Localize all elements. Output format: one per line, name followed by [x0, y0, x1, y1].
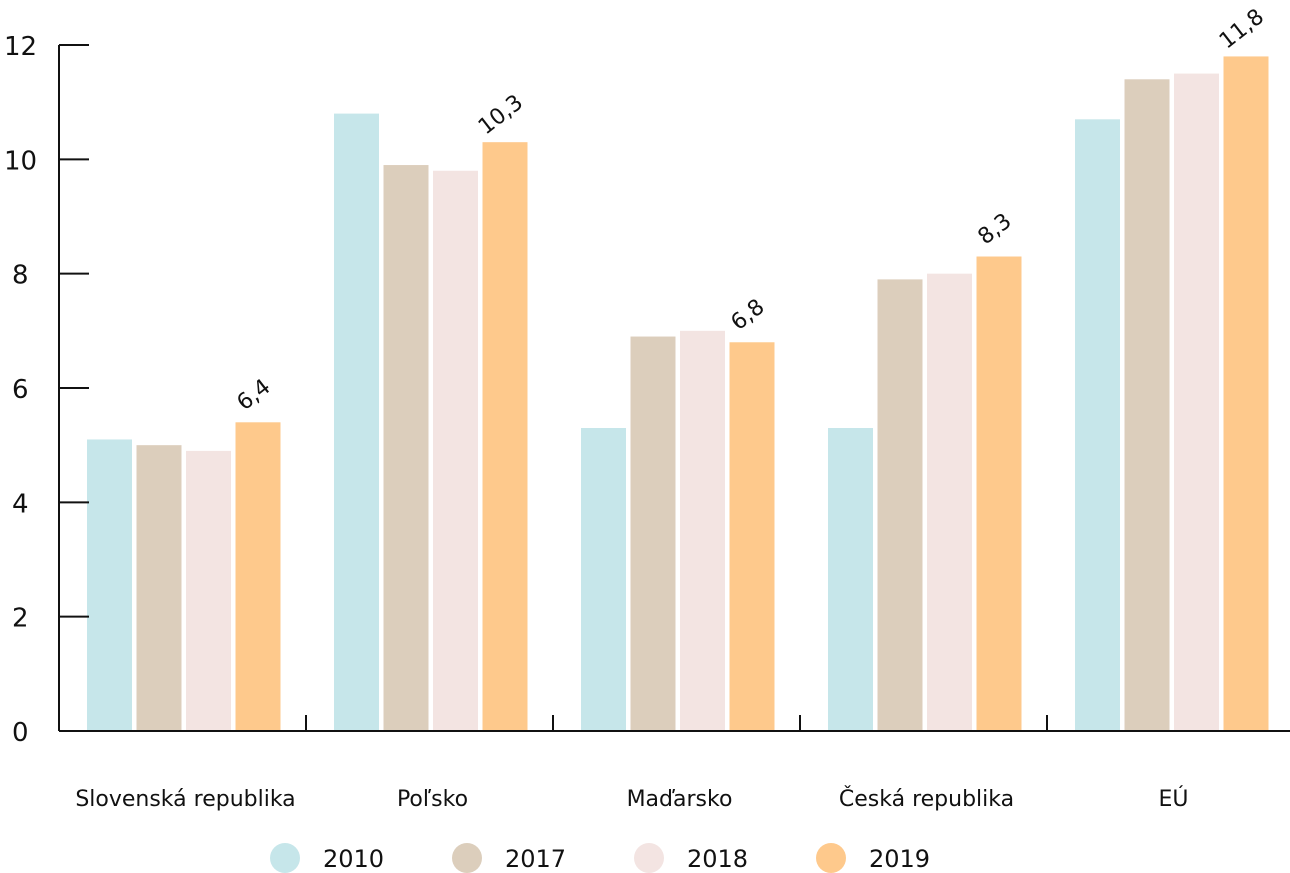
bar-2010-4	[1075, 119, 1120, 732]
bar-2017-2	[630, 336, 676, 731]
category-label: Poľsko	[397, 787, 468, 812]
bar-2017-3	[877, 279, 923, 731]
y-tick-label: 0	[12, 718, 29, 748]
y-tick-label: 12	[4, 32, 37, 62]
bar-2019-1	[482, 142, 528, 731]
bar-2019-4	[1223, 56, 1269, 731]
bar-2010-1	[334, 113, 379, 732]
category-label: Maďarsko	[627, 787, 733, 812]
legend-label: 2010	[323, 845, 384, 873]
bar-2019-3	[976, 256, 1022, 731]
bar-2017-1	[383, 165, 429, 732]
category-label: EÚ	[1158, 786, 1188, 812]
y-ticks: 0 2 4 6 8 10 12	[4, 32, 89, 748]
category-label: Slovenská republika	[75, 787, 295, 812]
bars-layer	[87, 56, 1269, 732]
data-label: 11,8	[1215, 4, 1269, 54]
category-label: Česká republika	[839, 786, 1014, 812]
bar-2018-3	[927, 273, 972, 731]
bar-2019-2	[729, 342, 775, 731]
bar-2010-0	[87, 439, 132, 731]
bar-2017-0	[136, 445, 182, 731]
bar-2010-3	[828, 428, 873, 731]
legend-label: 2019	[869, 845, 930, 873]
bar-2018-2	[680, 330, 725, 731]
legend-swatch-2010	[270, 843, 300, 873]
y-tick-label: 6	[12, 375, 29, 405]
data-label: 8,3	[974, 209, 1017, 250]
legend: 2010 2017 2018 2019	[270, 843, 930, 873]
bar-2018-0	[186, 450, 231, 731]
legend-swatch-2018	[634, 843, 664, 873]
bar-2010-2	[581, 428, 626, 731]
bar-2018-1	[433, 170, 478, 731]
legend-label: 2017	[505, 845, 566, 873]
bar-2019-0	[235, 422, 281, 731]
bar-2018-4	[1174, 73, 1219, 732]
data-label: 6,8	[727, 295, 770, 336]
y-tick-label: 10	[4, 146, 37, 176]
legend-swatch-2017	[452, 843, 482, 873]
y-tick-label: 8	[12, 261, 29, 291]
y-tick-label: 4	[12, 489, 29, 519]
bar-2017-4	[1124, 79, 1170, 732]
legend-swatch-2019	[816, 843, 846, 873]
y-tick-label: 2	[12, 604, 29, 634]
category-labels: Slovenská republika Poľsko Maďarsko Česká r…	[75, 786, 1188, 812]
data-label: 10,3	[474, 90, 528, 140]
x-ticks	[305, 715, 1048, 731]
data-label: 6,4	[233, 375, 276, 416]
legend-label: 2018	[687, 845, 748, 873]
